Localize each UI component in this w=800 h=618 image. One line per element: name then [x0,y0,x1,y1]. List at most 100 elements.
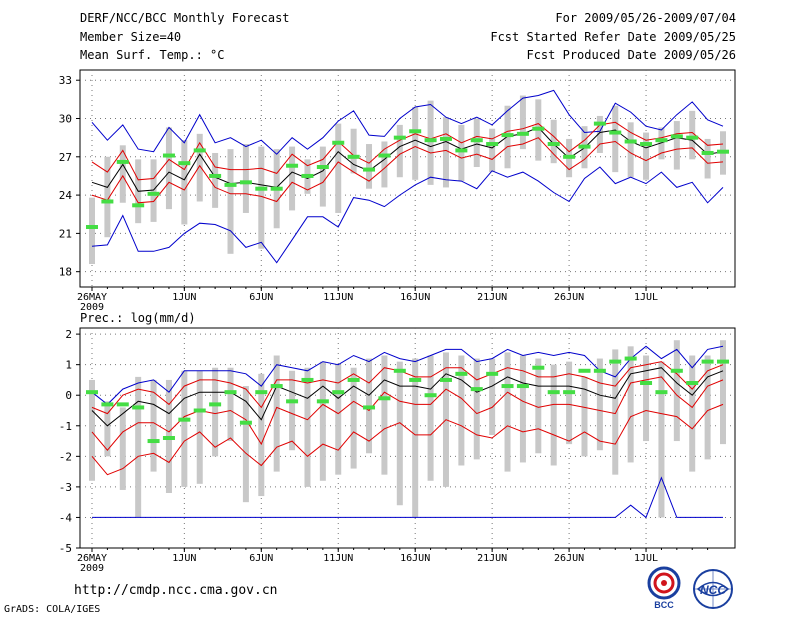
temp-spread-bar [381,141,388,188]
prec-spread-bar [242,386,249,503]
prec-obs-mark [670,368,683,373]
prec-y-tick-label: -5 [59,542,72,555]
prec-obs-mark [501,384,514,389]
prec-upper-line [91,361,724,415]
temp-obs-mark [578,144,591,149]
prec-spread-bar [396,361,403,506]
temp-obs-mark [501,133,514,138]
temp-obs-mark [209,173,222,178]
prec-spread-bar [412,358,419,518]
prec-y-tick-label: -2 [59,450,72,463]
prec-spread-bar [504,352,511,472]
prec-obs-mark [255,390,268,395]
temp-spread-bar [319,146,326,207]
forecast-period: For 2009/05/26-2009/07/04 [555,11,736,25]
temp-obs-mark [224,182,237,187]
temp-spread-bar [473,118,480,168]
prec-obs-mark [101,402,114,407]
prec-spread-bar [519,355,526,463]
temp-obs-mark [162,153,175,158]
prec-x-tick-label: 1JUN [172,553,196,564]
temp-obs-mark [270,186,283,191]
prec-spread-bar [473,358,480,460]
prec-obs-mark [270,384,283,389]
prec-spread-bar [596,358,603,451]
prec-x-tick-label: 26MAY [77,553,107,564]
temp-spread-bar [350,128,357,174]
prec-obs-mark [593,368,606,373]
temp-obs-mark [147,191,160,196]
member-size: Member Size=40 [80,30,182,44]
bcc-logo: BCC [647,566,681,610]
prec-spread-bar [181,370,188,487]
prec-spread-bar [643,355,650,442]
prec-spread-bar [319,361,326,481]
temp-upper-line [91,121,724,181]
temp-spread-bar [227,149,234,254]
temp-obs-mark [193,148,206,153]
temp-x-tick-label: 11JUN [323,292,353,303]
bcc-logo-text: BCC [654,600,674,610]
temp-obs-mark [363,167,376,172]
temp-spread-bar [258,146,265,249]
prec-spread-bar [350,367,357,469]
prec-max-line [91,345,724,406]
temp-spread-bar [643,132,650,180]
temp-obs-mark [255,186,268,191]
temp-obs-mark [486,142,499,147]
temp-obs-mark [316,165,329,170]
temp-x-tick-label: 1JUN [172,292,196,303]
prec-spread-bar [535,358,542,454]
temp-spread-bar [242,144,249,213]
prec-obs-mark [409,377,422,382]
temp-x-tick-label: 1JUL [634,292,658,303]
forecast-started-date: Fcst Started Refer Date 2009/05/25 [490,30,736,44]
prec-obs-mark [439,377,452,382]
prec-obs-mark [301,377,314,382]
prec-spread-bar [458,355,465,466]
temp-obs-mark [640,142,653,147]
temp-min-line [91,166,724,264]
prec-x-tick-label: 11JUN [323,553,353,564]
prec-x-tick-label: 16JUN [400,553,430,564]
temp-spread-bar [181,140,188,225]
temp-x-tick-label: 26JUN [554,292,584,303]
temp-obs-mark [686,135,699,140]
prec-obs-mark [286,399,299,404]
temp-x-tick-label: 16JUN [400,292,430,303]
prec-min-line [92,476,723,519]
temp-spread-bar [89,197,95,265]
temp-spread-bar [165,127,172,210]
prec-spread-bar [196,370,203,484]
temp-spread-bar [366,144,373,189]
temp-spread-bar [627,122,634,178]
temp-obs-mark [670,134,683,139]
temp-spread-bar [458,124,465,182]
prec-obs-mark [347,377,360,382]
temp-obs-mark [409,129,422,134]
prec-obs-mark [178,417,191,422]
prec-spread-bar [550,364,557,466]
prec-spread-bar [289,370,296,451]
temp-spread-bar [704,138,711,179]
prec-spread-bar [119,407,126,490]
temp-obs-mark [347,154,360,159]
temp-obs-mark [516,131,529,136]
temp-obs-mark [470,138,483,143]
prec-obs-mark [224,390,237,395]
prec-spread-bar [612,349,619,475]
prec-x-tick-label: 21JUN [477,553,507,564]
prec-spread-bar [381,355,388,475]
prec-spread-bar [689,355,696,472]
source-url[interactable]: http://cmdp.ncc.cma.gov.cn [74,583,278,598]
prec-obs-mark [470,387,483,392]
prec-spread-bar [627,346,634,463]
temp-obs-mark [547,142,560,147]
prec-y-tick-label: 2 [65,328,72,341]
temp-year-label: 2009 [80,302,104,313]
temp-y-tick-label: 21 [59,227,72,240]
prec-obs-mark [193,408,206,413]
temp-spread-bar [689,110,696,160]
temp-y-tick-label: 30 [59,113,72,126]
